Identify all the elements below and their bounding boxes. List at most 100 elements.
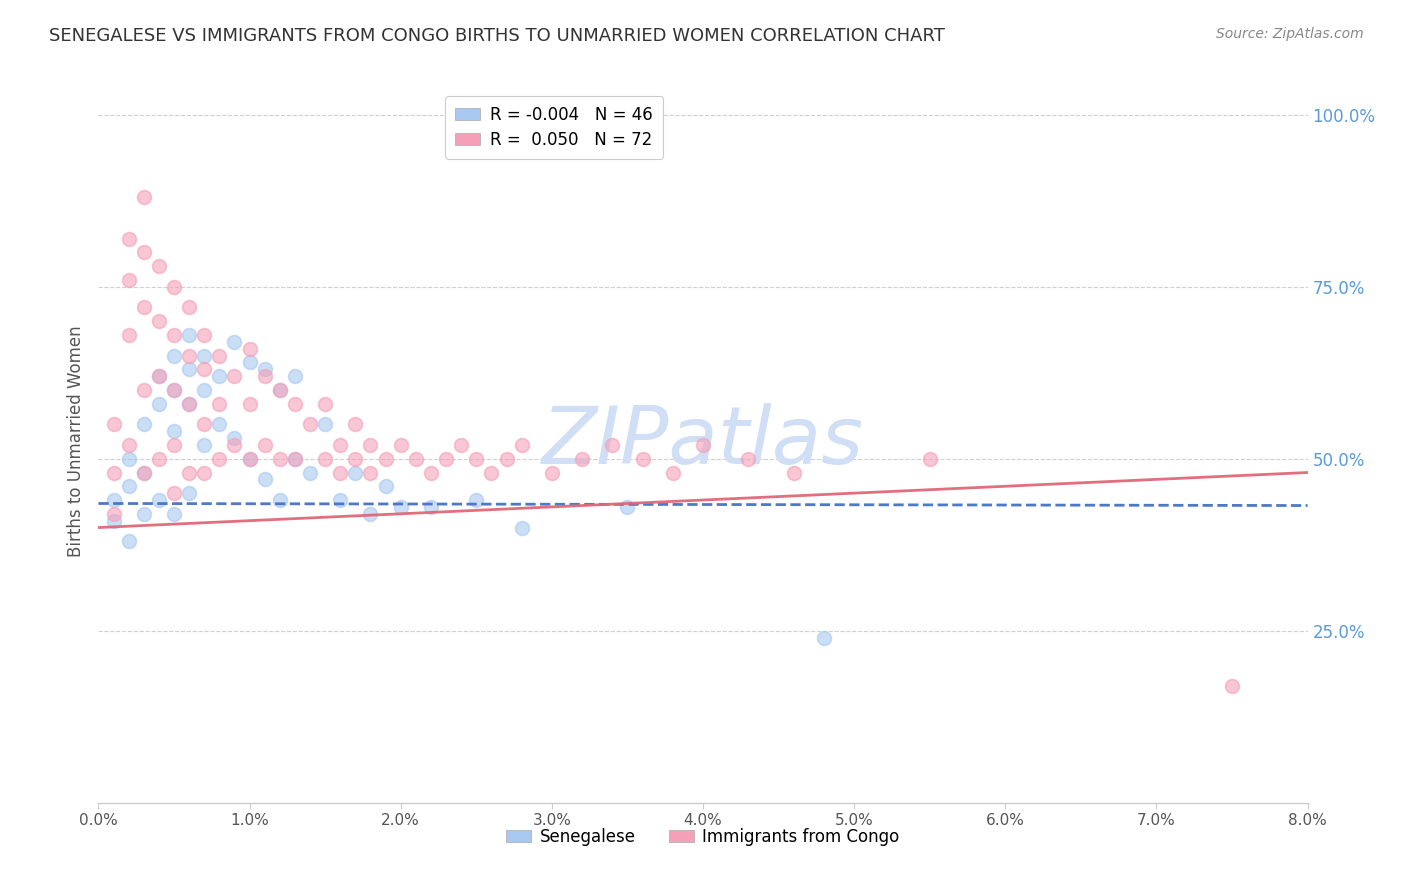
Point	[208, 369, 231, 384]
Point	[571, 451, 593, 466]
Point	[360, 438, 382, 452]
Point	[179, 362, 201, 376]
Point	[269, 383, 291, 397]
Point	[118, 451, 141, 466]
Point	[163, 486, 186, 500]
Y-axis label: Births to Unmarried Women: Births to Unmarried Women	[66, 326, 84, 558]
Point	[179, 349, 201, 363]
Point	[314, 397, 336, 411]
Point	[179, 486, 201, 500]
Point	[434, 451, 457, 466]
Point	[118, 273, 141, 287]
Point	[163, 507, 186, 521]
Point	[193, 466, 215, 480]
Point	[208, 451, 231, 466]
Point	[132, 466, 155, 480]
Point	[329, 438, 352, 452]
Text: ZIPatlas: ZIPatlas	[541, 402, 865, 481]
Point	[253, 438, 276, 452]
Point	[284, 451, 307, 466]
Point	[450, 438, 472, 452]
Point	[661, 466, 683, 480]
Point	[132, 245, 155, 260]
Point	[163, 383, 186, 397]
Point	[269, 383, 291, 397]
Point	[193, 327, 215, 342]
Point	[208, 349, 231, 363]
Point	[163, 383, 186, 397]
Point	[208, 397, 231, 411]
Point	[253, 369, 276, 384]
Point	[269, 493, 291, 508]
Point	[193, 349, 215, 363]
Point	[344, 451, 367, 466]
Point	[118, 479, 141, 493]
Point	[132, 507, 155, 521]
Point	[103, 466, 125, 480]
Point	[616, 500, 638, 514]
Point	[239, 355, 262, 369]
Point	[148, 397, 170, 411]
Point	[510, 520, 533, 534]
Point	[193, 362, 215, 376]
Point	[239, 342, 262, 356]
Point	[118, 438, 141, 452]
Point	[602, 438, 624, 452]
Point	[163, 279, 186, 293]
Point	[299, 417, 322, 432]
Legend: Senegalese, Immigrants from Congo: Senegalese, Immigrants from Congo	[499, 821, 907, 852]
Point	[103, 417, 125, 432]
Point	[193, 438, 215, 452]
Point	[132, 301, 155, 315]
Point	[284, 369, 307, 384]
Point	[540, 466, 562, 480]
Point	[132, 466, 155, 480]
Point	[148, 314, 170, 328]
Point	[344, 466, 367, 480]
Point	[374, 451, 396, 466]
Point	[481, 466, 503, 480]
Point	[374, 479, 396, 493]
Point	[103, 493, 125, 508]
Point	[208, 417, 231, 432]
Point	[314, 451, 336, 466]
Point	[360, 466, 382, 480]
Point	[284, 451, 307, 466]
Point	[103, 507, 125, 521]
Point	[813, 631, 835, 645]
Point	[269, 451, 291, 466]
Point	[239, 397, 262, 411]
Point	[148, 259, 170, 273]
Point	[510, 438, 533, 452]
Point	[465, 493, 488, 508]
Point	[148, 369, 170, 384]
Text: Source: ZipAtlas.com: Source: ZipAtlas.com	[1216, 27, 1364, 41]
Point	[239, 451, 262, 466]
Point	[163, 424, 186, 438]
Point	[344, 417, 367, 432]
Point	[179, 397, 201, 411]
Point	[329, 493, 352, 508]
Point	[118, 231, 141, 245]
Point	[299, 466, 322, 480]
Point	[179, 397, 201, 411]
Point	[132, 383, 155, 397]
Point	[329, 466, 352, 480]
Point	[360, 507, 382, 521]
Point	[103, 514, 125, 528]
Point	[495, 451, 517, 466]
Point	[179, 466, 201, 480]
Point	[193, 383, 215, 397]
Point	[179, 301, 201, 315]
Point	[132, 417, 155, 432]
Point	[918, 451, 941, 466]
Point	[224, 431, 246, 445]
Point	[1220, 679, 1243, 693]
Point	[148, 493, 170, 508]
Point	[179, 327, 201, 342]
Point	[193, 417, 215, 432]
Point	[737, 451, 759, 466]
Point	[253, 362, 276, 376]
Point	[118, 534, 141, 549]
Point	[224, 438, 246, 452]
